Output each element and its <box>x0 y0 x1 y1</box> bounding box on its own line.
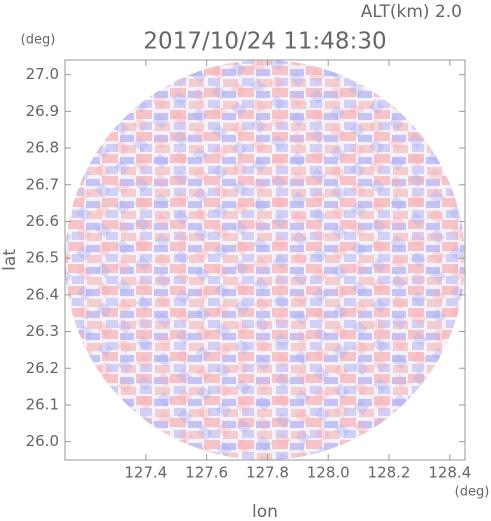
y-tick-label: 26.1 <box>26 395 59 413</box>
y-tick-label: 26.4 <box>26 285 59 303</box>
header: ALT(km) 2.0 <box>361 2 462 22</box>
y-tick-label: 26.6 <box>26 212 59 230</box>
y-tick-label: 26.9 <box>26 102 59 120</box>
chart-title: 2017/10/24 11:48:30 <box>143 29 386 55</box>
x-tick-label: 128.2 <box>368 464 411 482</box>
y-unit: (deg) <box>21 33 56 48</box>
x-tick-label: 127.6 <box>185 464 228 482</box>
y-tick-label: 26.7 <box>26 175 59 193</box>
y-tick-label: 26.8 <box>26 139 59 157</box>
y-tick-label: 27.0 <box>26 65 59 83</box>
y-tick-label: 26.2 <box>26 359 59 377</box>
radar-field-overlay <box>65 60 465 460</box>
x-tick-label: 128.0 <box>307 464 350 482</box>
y-tick-label: 26.3 <box>26 322 59 340</box>
x-unit: (deg) <box>455 485 490 500</box>
plot-frame <box>64 59 466 461</box>
x-tick-label: 127.8 <box>246 464 289 482</box>
x-tick-label: 128.4 <box>428 464 471 482</box>
y-tick-label: 26.0 <box>26 432 59 450</box>
y-axis-label: lat <box>0 249 20 271</box>
x-tick-label: 127.4 <box>124 464 167 482</box>
y-tick-label: 26.5 <box>26 249 59 267</box>
x-axis-label: lon <box>252 502 278 521</box>
